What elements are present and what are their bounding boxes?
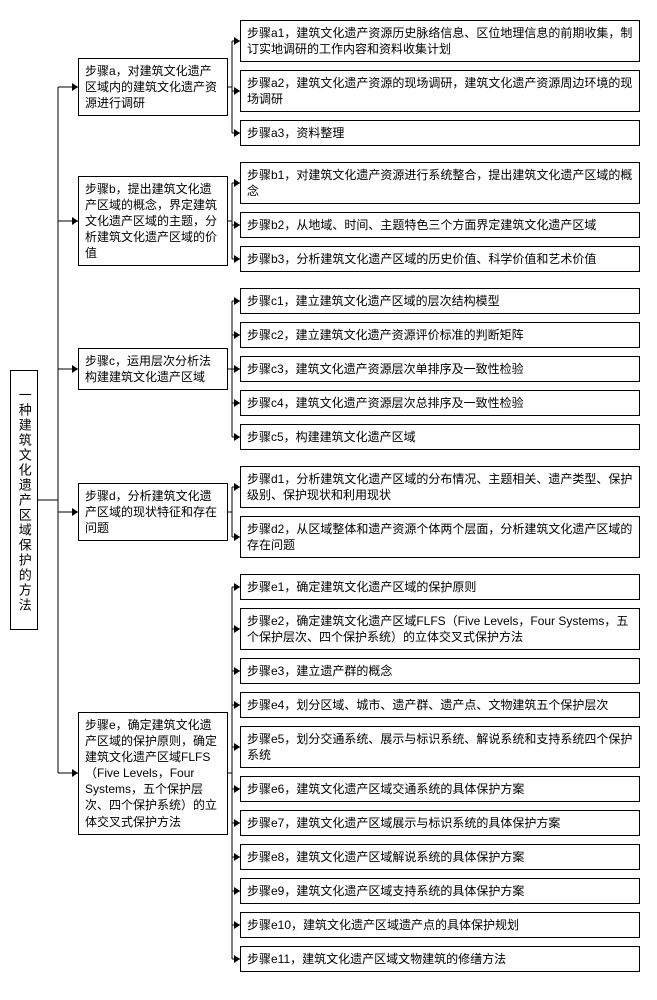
leaf-e10: 步骤e10，建筑文化遗产区域遗产点的具体保护规划 <box>240 912 640 938</box>
leaf-e5: 步骤e5，划分交通系统、展示与标识系统、解说系统和支持系统四个保护系统 <box>240 726 640 768</box>
leaf-a3: 步骤a3，资料整理 <box>240 120 640 146</box>
leaf-e11: 步骤e11，建筑文化遗产区域文物建筑的修缮方法 <box>240 946 640 972</box>
leaf-c4: 步骤c4，建筑文化遗产资源层次总排序及一致性检验 <box>240 390 640 416</box>
leaf-c2: 步骤c2，建立建筑文化遗产资源评价标准的判断矩阵 <box>240 322 640 348</box>
diagram-canvas: 一种建筑文化遗产区域保护的方法 步骤a1，建筑文化遗产资源历史脉络信息、区位地理信… <box>0 0 657 1000</box>
leaf-d2: 步骤d2，从区域整体和遗产资源个体两个层面，分析建筑文化遗产区域的存在问题 <box>240 516 640 558</box>
leaf-e9: 步骤e9，建筑文化遗产区域支持系统的具体保护方案 <box>240 878 640 904</box>
leaf-a1: 步骤a1，建筑文化遗产资源历史脉络信息、区位地理信息的前期收集，制订实地调研的工… <box>240 20 640 62</box>
root-node: 一种建筑文化遗产区域保护的方法 <box>10 370 38 630</box>
leaf-e7: 步骤e7，建筑文化遗产区域展示与标识系统的具体保护方案 <box>240 810 640 836</box>
leaf-b1: 步骤b1，对建筑文化遗产资源进行系统整合，提出建筑文化遗产区域的概念 <box>240 162 640 204</box>
leaf-e8: 步骤e8，建筑文化遗产区域解说系统的具体保护方案 <box>240 844 640 870</box>
step-a: 步骤a，对建筑文化遗产区域内的建筑文化遗产资源进行调研 <box>78 58 228 117</box>
leaf-e3: 步骤e3，建立遗产群的概念 <box>240 658 640 684</box>
step-e: 步骤e，确定建筑文化遗产区域的保护原则，确定建筑文化遗产区域FLFS（Five … <box>78 712 228 835</box>
leaf-b2: 步骤b2，从地域、时间、主题特色三个方面界定建筑文化遗产区域 <box>240 212 640 238</box>
leaf-c1: 步骤c1，建立建筑文化遗产区域的层次结构模型 <box>240 288 640 314</box>
leaf-a2: 步骤a2，建筑文化遗产资源的现场调研，建筑文化遗产资源周边环境的现场调研 <box>240 70 640 112</box>
leaf-c3: 步骤c3，建筑文化遗产资源层次单排序及一致性检验 <box>240 356 640 382</box>
leaf-e2: 步骤e2，确定建筑文化遗产区域FLFS（Five Levels，Four Sys… <box>240 608 640 650</box>
leaf-b3: 步骤b3，分析建筑文化遗产区域的历史价值、科学价值和艺术价值 <box>240 246 640 272</box>
leaf-e1: 步骤e1，确定建筑文化遗产区域的保护原则 <box>240 574 640 600</box>
leaf-d1: 步骤d1，分析建筑文化遗产区域的分布情况、主题相关、遗产类型、保护级别、保护现状… <box>240 466 640 508</box>
leaf-c5: 步骤c5，构建建筑文化遗产区域 <box>240 424 640 450</box>
leaf-e4: 步骤e4，划分区域、城市、遗产群、遗产点、文物建筑五个保护层次 <box>240 692 640 718</box>
step-d: 步骤d，分析建筑文化遗产区域的现状特征和存在问题 <box>78 483 228 542</box>
leaf-e6: 步骤e6，建筑文化遗产区域交通系统的具体保护方案 <box>240 776 640 802</box>
step-c: 步骤c，运用层次分析法构建建筑文化遗产区域 <box>78 348 228 390</box>
step-b: 步骤b，提出建筑文化遗产区域的概念，界定建筑文化遗产区域的主题，分析建筑文化遗产… <box>78 176 228 267</box>
